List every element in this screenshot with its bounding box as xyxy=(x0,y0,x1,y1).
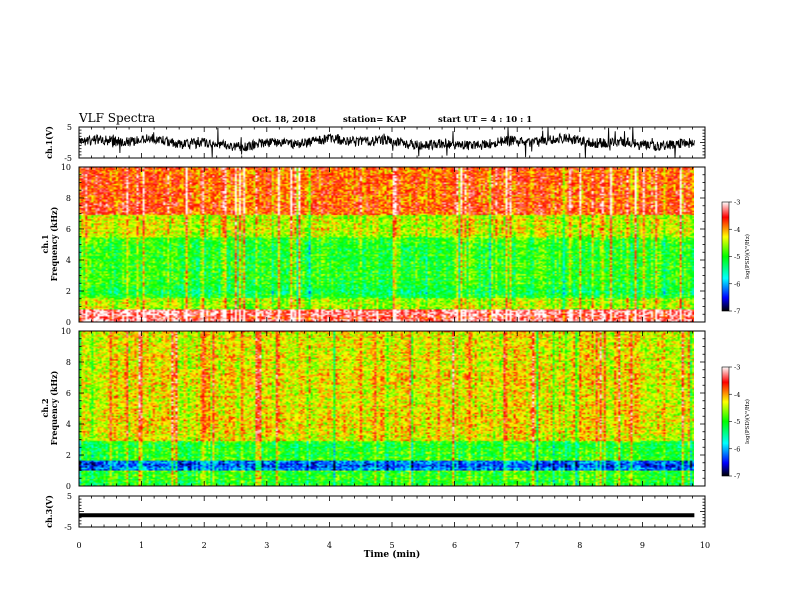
ch1-frequency-label: Frequency (kHz) xyxy=(49,206,59,281)
ch1-waveform-panel: 5 -5 ch.1(V) xyxy=(44,123,706,163)
ch2-frequency-label: Frequency (kHz) xyxy=(49,370,59,445)
colorbar-tick-label: -6 xyxy=(734,445,740,453)
x-tick-label: 1 xyxy=(139,541,144,550)
ch3-ytick-top: 5 xyxy=(67,492,72,501)
colorbar-tick-label: -6 xyxy=(734,280,740,288)
frequency-tick-label: 2 xyxy=(66,287,71,296)
frequency-tick-label: 0 xyxy=(66,318,71,327)
ch1-spectrogram-panel: 0 2 4 6 8 10 ch.1 Frequency (kHz) xyxy=(40,163,706,327)
x-tick-label: 5 xyxy=(389,541,394,550)
ch2-colorbar-tick-labels: -3 -4 -5 -6 -7 xyxy=(729,364,740,481)
ch1-ytick-bottom: -5 xyxy=(64,154,72,163)
frequency-tick-label: 0 xyxy=(66,482,71,491)
colorbar-tick-label: -3 xyxy=(734,199,740,207)
x-tick-label: 10 xyxy=(700,541,710,550)
x-tick-label: 6 xyxy=(452,541,457,550)
ch2-colorbar-label: log(PSD)(V²/Hz) xyxy=(744,399,751,444)
colorbar-tick-label: -7 xyxy=(734,473,740,481)
ch2-colorbar: -3 -4 -5 -6 -7 log(PSD)(V²/Hz) xyxy=(721,364,751,481)
figure-title: VLF Spectra xyxy=(78,111,155,125)
frequency-tick-label: 2 xyxy=(66,451,71,460)
frequency-tick-label: 4 xyxy=(66,420,71,429)
x-tick-label: 9 xyxy=(640,541,645,550)
ch2-frequency-tick-labels: 0 2 4 6 8 10 xyxy=(61,327,71,491)
x-tick-label: 0 xyxy=(76,541,81,550)
ch3-ylabel: ch.3(V) xyxy=(44,495,54,528)
frequency-tick-label: 8 xyxy=(66,358,71,367)
colorbar-tick-label: -4 xyxy=(734,226,740,234)
x-tick-label: 7 xyxy=(515,541,520,550)
ch3-waveform-ticks xyxy=(78,495,706,528)
time-tick-labels: 0 1 2 3 4 5 6 7 8 9 10 xyxy=(76,541,710,550)
ch2-spectrogram-panel: 0 2 4 6 8 10 ch.2 Frequency (kHz) xyxy=(40,327,706,491)
time-axis-label: Time (min) xyxy=(364,549,421,560)
ch1-spectrogram-ticks xyxy=(78,166,706,323)
colorbar-tick-label: -4 xyxy=(734,391,740,399)
frequency-tick-label: 10 xyxy=(61,327,71,336)
frequency-tick-label: 10 xyxy=(61,163,71,172)
ch1-ytick-top: 5 xyxy=(67,123,72,132)
ch1-spec-label: ch.1 xyxy=(40,234,50,253)
start-time-label: start UT = 4 : 10 : 1 xyxy=(438,115,532,125)
ch1-spectrogram-image xyxy=(79,167,694,322)
date-label: Oct. 18, 2018 xyxy=(252,115,316,125)
ch1-colorbar-gradient xyxy=(721,201,730,312)
x-tick-label: 8 xyxy=(577,541,582,550)
frequency-tick-label: 6 xyxy=(66,225,71,234)
ch3-ytick-bottom: -5 xyxy=(64,523,72,532)
ch2-spectrogram-image xyxy=(79,331,694,486)
ch1-colorbar-tick-labels: -3 -4 -5 -6 -7 xyxy=(729,199,740,316)
ch2-spectrogram-ticks xyxy=(78,330,706,487)
ch2-colorbar-gradient xyxy=(721,366,730,477)
x-tick-label: 4 xyxy=(327,541,332,550)
frequency-tick-label: 4 xyxy=(66,256,71,265)
colorbar-tick-label: -5 xyxy=(734,253,740,261)
colorbar-tick-label: -3 xyxy=(734,364,740,372)
ch1-ylabel: ch.1(V) xyxy=(44,126,54,159)
x-tick-label: 2 xyxy=(202,541,207,550)
frequency-tick-label: 6 xyxy=(66,389,71,398)
ch3-waveform-panel: 5 -5 ch.3(V) 0 1 2 3 4 5 6 7 8 9 10 Time (min) xyxy=(44,492,710,560)
frequency-tick-label: 8 xyxy=(66,194,71,203)
ch1-frequency-tick-labels: 0 2 4 6 8 10 xyxy=(61,163,71,327)
colorbar-tick-label: -5 xyxy=(734,418,740,426)
ch1-colorbar-label: log(PSD)(V²/Hz) xyxy=(744,234,751,279)
ch1-waveform-ticks xyxy=(78,126,706,159)
x-tick-label: 3 xyxy=(264,541,269,550)
colorbar-tick-label: -7 xyxy=(734,308,740,316)
ch1-waveform-line xyxy=(78,127,695,158)
station-label: station= KAP xyxy=(343,115,407,125)
ch1-colorbar: -3 -4 -5 -6 -7 log(PSD)(V²/Hz) xyxy=(721,199,751,316)
ch2-spec-label: ch.2 xyxy=(40,398,50,417)
